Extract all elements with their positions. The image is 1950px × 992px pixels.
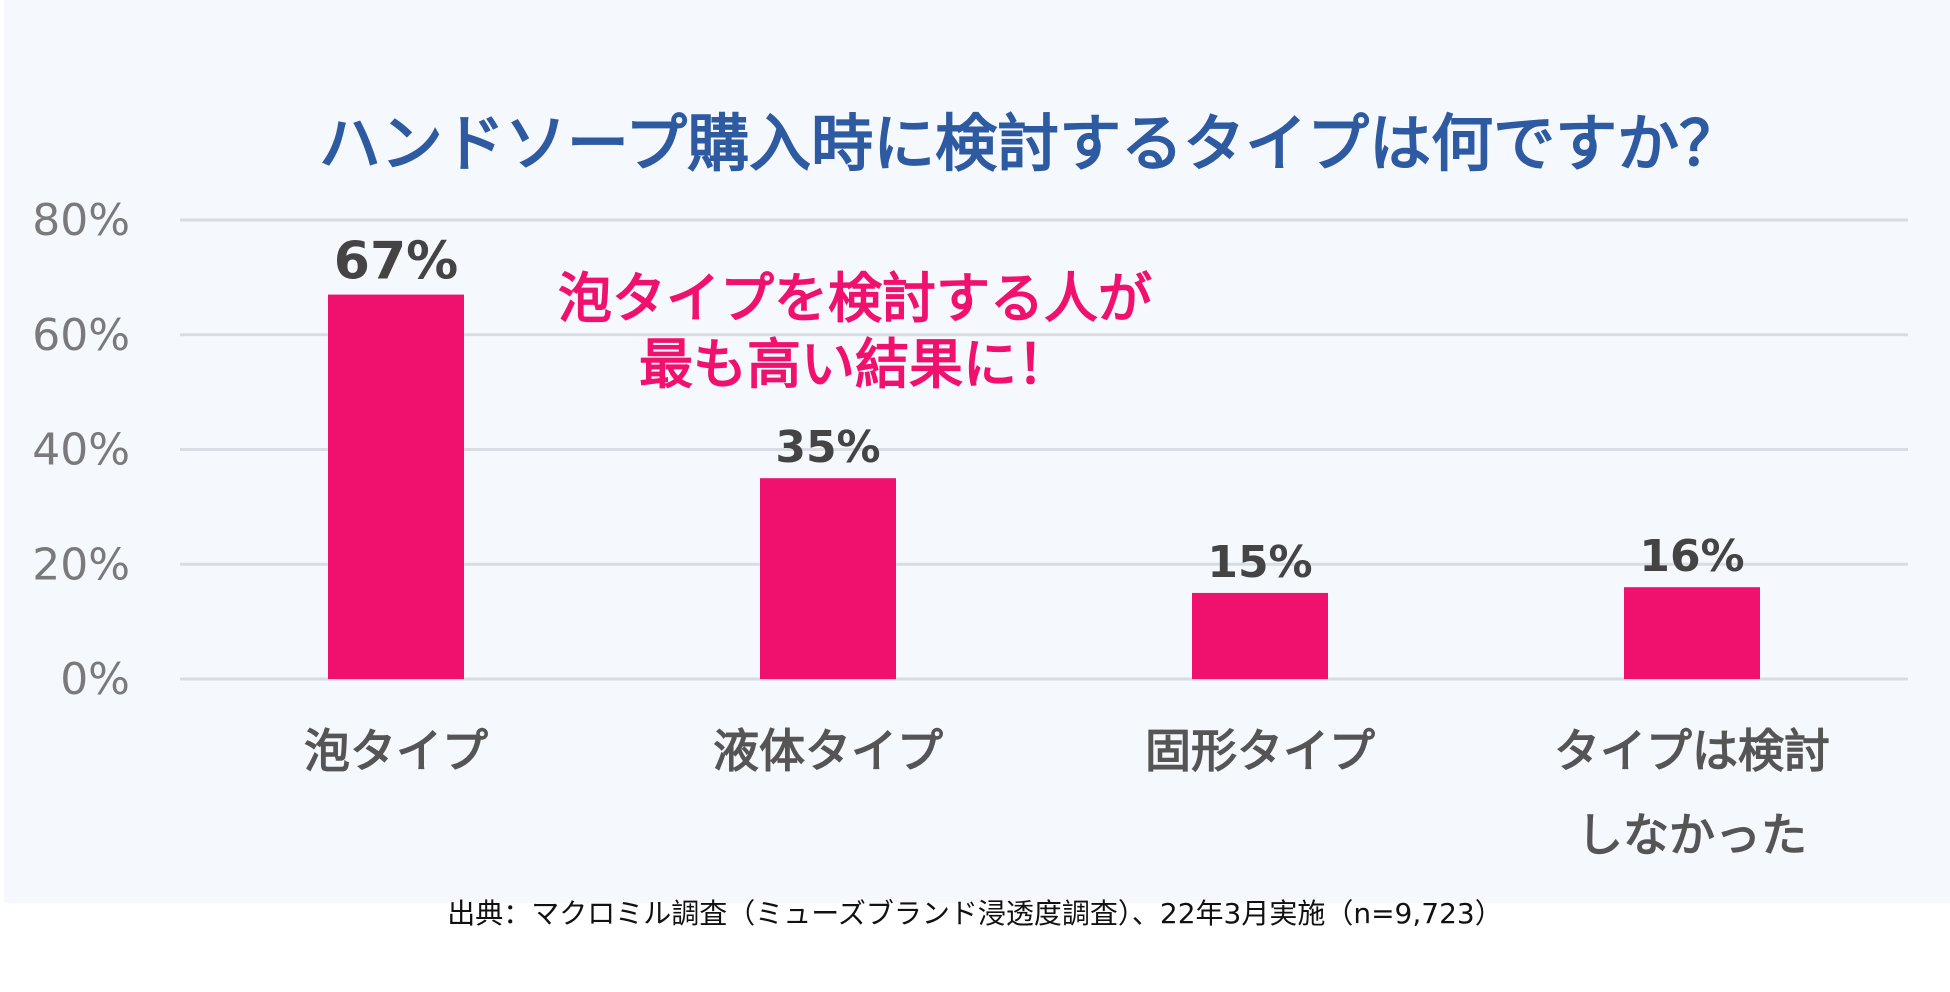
source-caption: 出典：マクロミル調査（ミューズブランド浸透度調査）、22年3月実施（n=9,72…	[447, 897, 1503, 930]
bar-value-label: 15%	[1207, 537, 1312, 588]
bar	[760, 478, 896, 679]
bar-chart: ハンドソープ購入時に検討するタイプは何ですか？ 0% 20% 40% 60% 80% 6…	[32, 107, 1908, 862]
y-tick-label: 80%	[32, 195, 130, 246]
value-labels: 67% 35% 15% 16%	[334, 232, 1745, 588]
bar	[1624, 587, 1760, 679]
category-label: 固形タイプ	[1145, 724, 1375, 778]
grid-lines	[180, 218, 1908, 681]
annotation-line-2: 最も高い結果に！	[639, 333, 1071, 396]
chart-title: ハンドソープ購入時に検討するタイプは何ですか？	[319, 107, 1741, 180]
annotation-line-1: 泡タイプを検討する人が	[558, 267, 1152, 330]
y-tick-label: 60%	[32, 310, 130, 361]
y-tick-label: 20%	[32, 539, 130, 590]
y-tick-label: 40%	[32, 425, 130, 476]
category-label: 液体タイプ	[713, 724, 943, 778]
bar	[328, 294, 464, 679]
bars	[328, 294, 1760, 679]
bar	[1192, 592, 1328, 679]
category-label: 泡タイプ	[304, 724, 488, 778]
bar-value-label: 16%	[1639, 531, 1744, 582]
category-label: しなかった	[1577, 808, 1807, 862]
y-axis-ticks: 0% 20% 40% 60% 80%	[32, 195, 130, 705]
bar-value-label: 67%	[334, 232, 458, 292]
bar-value-label: 35%	[775, 422, 880, 473]
category-label: タイプは検討	[1554, 724, 1830, 778]
annotation: 泡タイプを検討する人が 最も高い結果に！	[558, 267, 1152, 396]
y-tick-label: 0%	[60, 654, 130, 705]
